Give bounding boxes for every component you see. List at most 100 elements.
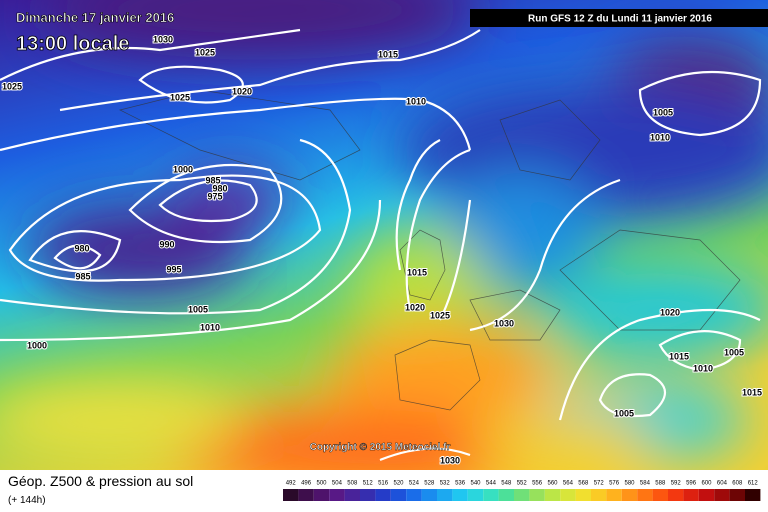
run-info: Run GFS 12 Z du Lundi 11 janvier 2016 [528, 14, 712, 25]
scale-label: 524 [409, 481, 420, 487]
isobar-label: 1000 [173, 164, 193, 174]
scale-label: 604 [717, 481, 728, 487]
isobar-label: 1005 [614, 408, 634, 418]
isobar-label: 980 [212, 183, 227, 193]
scale-cell [714, 489, 730, 501]
scale-cell [637, 489, 653, 501]
scale-label: 532 [440, 481, 451, 487]
isobar-label: 975 [207, 191, 222, 201]
isobar-label: 1015 [378, 49, 398, 59]
scale-label: 512 [363, 481, 374, 487]
scale-cell [360, 489, 376, 501]
scale-label: 600 [701, 481, 712, 487]
isobars [0, 28, 762, 462]
isobar-label: 1005 [188, 304, 208, 314]
scale-label: 508 [347, 481, 358, 487]
scale-cell [483, 489, 499, 501]
scale-cell [498, 489, 514, 501]
scale-cell [390, 489, 407, 501]
scale-label: 608 [732, 481, 743, 487]
isobar-label: 1030 [440, 455, 460, 465]
scale-label: 544 [486, 481, 497, 487]
scale-label: 552 [517, 481, 528, 487]
isobar-label: 1010 [200, 322, 220, 332]
scale-cell [421, 489, 437, 501]
scale-label: 612 [748, 481, 759, 487]
color-scale: 492 496 500 504 508 512 516 520 524 528 532 536 540 5… [283, 481, 761, 501]
scale-label: 576 [609, 481, 620, 487]
isobar-label: 980 [74, 243, 89, 253]
forecast-date: Dimanche 17 janvier 2016 [16, 10, 174, 25]
scale-cell [467, 489, 484, 501]
isobar-label: 1010 [650, 132, 670, 142]
map-title: Géop. Z500 & pression au sol [8, 473, 193, 489]
isobar-label: 1025 [430, 310, 450, 320]
scale-cell [544, 489, 561, 501]
scale-label: 548 [501, 481, 512, 487]
scale-label: 580 [624, 481, 635, 487]
isobar-label: 1020 [232, 86, 252, 96]
scale-cell [406, 489, 422, 501]
forecast-time: 13:00 locale [16, 33, 129, 55]
scale-label: 584 [640, 481, 651, 487]
scale-cell [652, 489, 668, 501]
scale-cell [375, 489, 391, 501]
scale-cell [606, 489, 622, 501]
scale-cell [344, 489, 360, 501]
isobar-label: 1015 [742, 387, 762, 397]
isobar-label: 1025 [170, 92, 190, 102]
scale-label: 500 [316, 481, 327, 487]
isobar-label: 1015 [669, 351, 689, 361]
isobar-label: 1010 [406, 96, 426, 106]
scale-label: 516 [378, 481, 389, 487]
scale-label: 592 [671, 481, 682, 487]
run-banner [470, 9, 768, 27]
scale-cell [298, 489, 314, 501]
isobar-labels: 1030 1025 1025 1025 1020 1015 1010 1005 1010 1000… [1, 33, 763, 466]
scale-label: 588 [655, 481, 666, 487]
isobar-label: 1020 [660, 307, 680, 317]
isobar-label: 985 [205, 175, 220, 185]
copyright: Copyright © 2015 Meteociel.fr [310, 442, 451, 453]
scale-label: 564 [563, 481, 574, 487]
scale-cell [437, 489, 453, 501]
scale-label: 492 [286, 481, 297, 487]
isobar-label: 1030 [153, 34, 173, 44]
forecast-lead: (+ 144h) [8, 495, 46, 506]
scale-cell [514, 489, 530, 501]
geopotential-field [0, 0, 768, 490]
scale-label: 520 [393, 481, 404, 487]
isobar-label: 1010 [693, 363, 713, 373]
scale-cell [575, 489, 591, 501]
isobar-label: 1005 [724, 347, 744, 357]
scale-cell [452, 489, 468, 501]
scale-cell [529, 489, 545, 501]
isobar-label: 990 [159, 239, 174, 249]
scale-label: 528 [424, 481, 435, 487]
scale-cell [591, 489, 607, 501]
scale-cell [313, 489, 330, 501]
isobar-label: 1020 [405, 302, 425, 312]
isobar-label: 995 [166, 264, 181, 274]
scale-label: 556 [532, 481, 543, 487]
scale-label: 568 [578, 481, 589, 487]
scale-cell [745, 489, 761, 501]
isobar-label: 1000 [27, 340, 47, 350]
scale-label: 496 [301, 481, 312, 487]
scale-label: 560 [547, 481, 558, 487]
scale-cell [621, 489, 638, 501]
isobar-label: 1025 [2, 81, 22, 91]
scale-cell [668, 489, 684, 501]
scale-cell [683, 489, 699, 501]
scale-label: 572 [594, 481, 605, 487]
scale-cell [560, 489, 576, 501]
isobar-label: 1030 [494, 318, 514, 328]
scale-cell [698, 489, 715, 501]
isobar-label: 1025 [195, 47, 215, 57]
isobar-label: 1015 [407, 267, 427, 277]
scale-cell [729, 489, 745, 501]
scale-label: 504 [332, 481, 343, 487]
scale-label: 536 [455, 481, 466, 487]
isobar-label: 1005 [653, 107, 673, 117]
